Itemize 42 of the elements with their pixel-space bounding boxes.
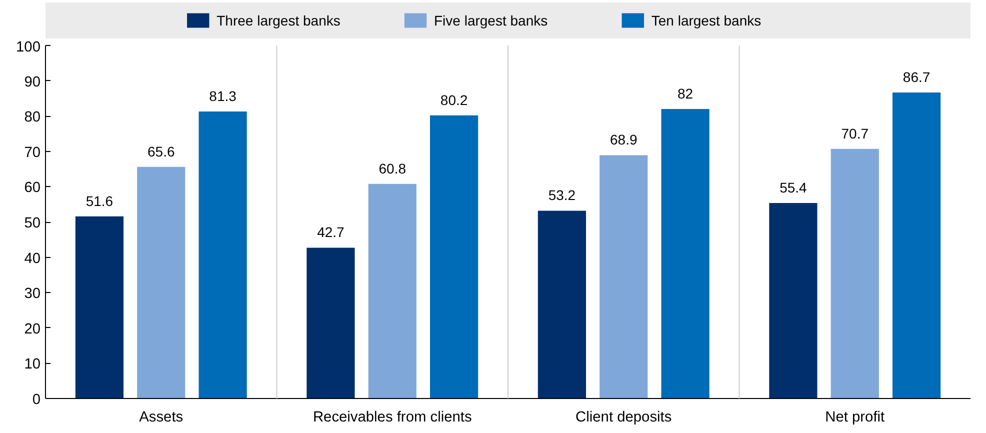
bar: [600, 155, 648, 398]
bar: [137, 166, 186, 398]
x-tick-label: Net profit: [825, 410, 885, 426]
bar: [368, 184, 416, 398]
bar: [661, 109, 710, 398]
bar: [892, 92, 941, 398]
x-tick-label: Assets: [139, 410, 184, 426]
data-label: 86.7: [902, 68, 930, 85]
legend-label: Ten largest banks: [651, 12, 762, 28]
y-tick-label: 10: [24, 356, 41, 373]
bar: [306, 248, 355, 398]
y-tick-label: 50: [24, 216, 41, 232]
legend-label: Three largest banks: [216, 12, 340, 28]
y-tick-label: 100: [16, 40, 41, 56]
data-label: 65.6: [148, 143, 175, 160]
x-tick-label: Receivables from clients: [312, 410, 472, 426]
data-label: 55.4: [780, 179, 808, 196]
bar: [430, 115, 478, 398]
y-tick-label: 0: [32, 392, 41, 408]
data-label: 80.2: [440, 92, 468, 108]
data-label: 60.8: [378, 160, 406, 176]
data-label: 42.7: [317, 224, 345, 240]
y-tick-label: 80: [24, 110, 41, 126]
y-tick-label: 30: [24, 286, 41, 302]
y-tick-label: 40: [24, 250, 41, 267]
bar: [75, 216, 124, 398]
y-tick-label: 60: [24, 180, 41, 196]
data-label: 82: [678, 85, 694, 102]
bar: [769, 202, 818, 398]
y-tick-label: 20: [24, 321, 41, 338]
bar: [198, 112, 247, 398]
y-tick-label: 90: [24, 74, 41, 90]
data-label: 53.2: [548, 187, 576, 204]
x-tick-label: Client deposits: [576, 410, 672, 426]
data-label: 51.6: [86, 192, 114, 209]
bar: [830, 148, 879, 398]
legend-label: Five largest banks: [434, 12, 548, 28]
y-tick-label: 70: [24, 144, 41, 161]
bar: [538, 210, 586, 398]
data-label: 70.7: [841, 125, 869, 142]
data-label: 81.3: [209, 88, 237, 104]
data-label: 68.9: [610, 132, 638, 148]
